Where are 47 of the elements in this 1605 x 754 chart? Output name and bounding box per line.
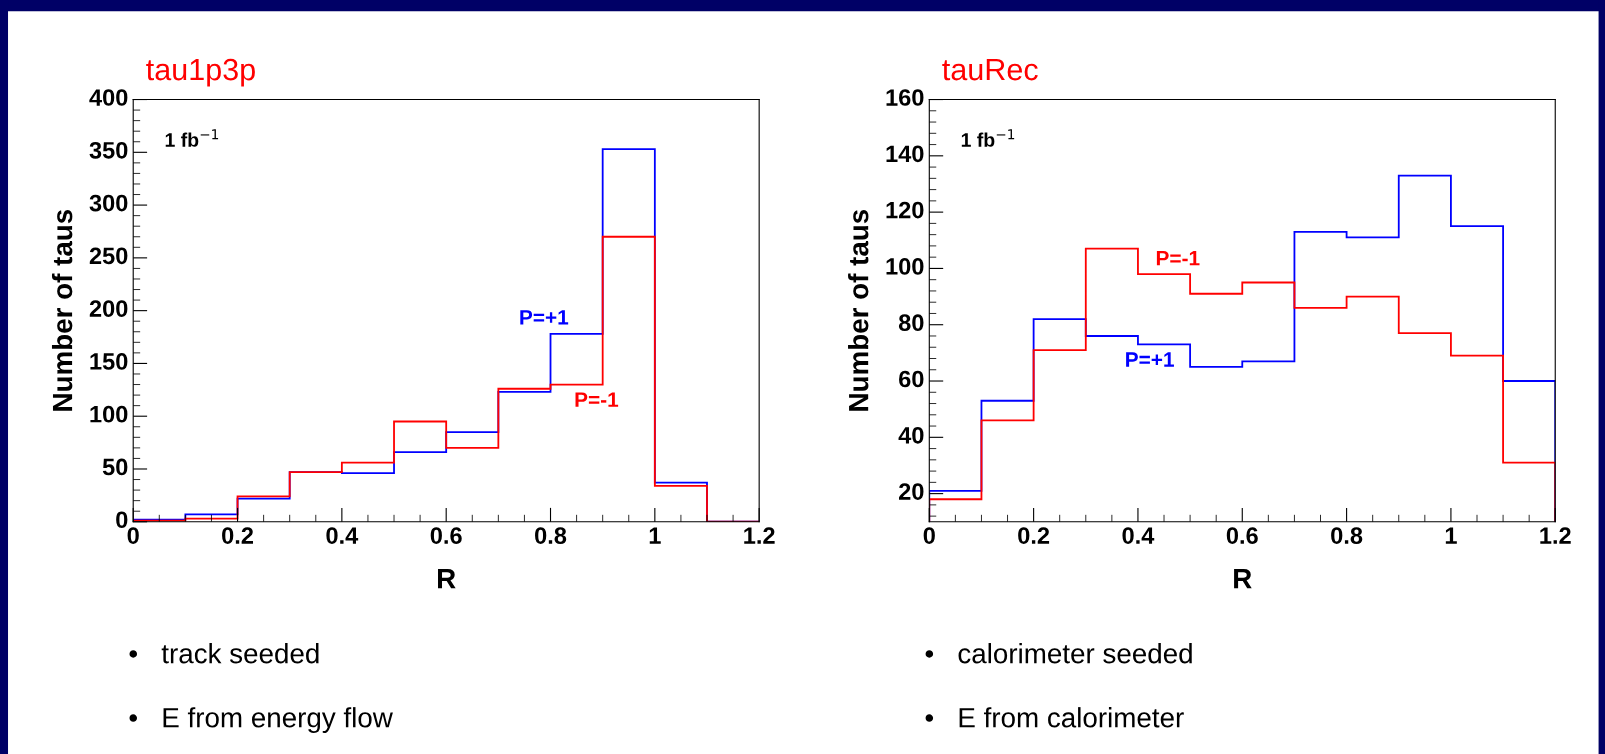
series-label: P=+1 [520, 310, 569, 325]
y-tick-label: 50 [102, 458, 128, 476]
y-tick-label: 250 [89, 247, 128, 265]
y-tick-label: 150 [90, 353, 128, 370]
y-tick-label: 0 [116, 511, 128, 529]
y-tick-label: 60 [899, 370, 924, 388]
y-axis-title: Number of taus [848, 209, 869, 411]
x-tick-label: 1.2 [744, 527, 775, 544]
x-axis-title: R [1234, 569, 1252, 589]
y-tick-label: 120 [886, 201, 924, 219]
x-axis-title: R [438, 569, 456, 589]
text: • E from calorimeter [925, 707, 1184, 728]
x-tick-label: 0 [127, 527, 139, 544]
x-tick-label: 0.8 [1331, 527, 1363, 544]
x-tick-label: 0.6 [1226, 527, 1258, 544]
text: • track seeded [129, 643, 319, 664]
text: • calorimeter seeded [925, 643, 1192, 664]
y-tick-label: 350 [89, 141, 128, 159]
x-tick-label: 0.8 [535, 527, 567, 544]
y-axis-title: Number of taus [51, 209, 73, 411]
annotation: 1 fb$^{−1}$ [961, 129, 1015, 147]
x-tick-label: 1.2 [1540, 527, 1571, 544]
y-tick-label: 200 [89, 300, 128, 317]
x-tick-label: 0 [923, 527, 935, 544]
text: • E from energy flow [129, 707, 393, 734]
y-tick-label: 100 [886, 258, 924, 275]
annotation: 1 fb$^{−1}$ [165, 129, 219, 147]
y-tick-label: 400 [89, 89, 128, 106]
x-tick-label: 0.6 [430, 527, 462, 544]
y-tick-label: 100 [90, 405, 128, 423]
y-tick-label: 20 [898, 483, 924, 500]
x-tick-label: 0.4 [326, 527, 359, 544]
y-tick-label: 140 [886, 145, 924, 163]
x-tick-label: 0.2 [222, 527, 254, 544]
series-label: P=-1 [1156, 251, 1200, 266]
chart-title: tauRec [942, 59, 1038, 81]
x-tick-label: 1 [649, 527, 661, 544]
y-tick-label: 80 [898, 314, 924, 332]
y-tick-label: 160 [886, 89, 924, 106]
x-tick-label: 0.2 [1018, 527, 1050, 544]
x-tick-label: 1 [1445, 527, 1457, 544]
x-tick-label: 0.4 [1122, 527, 1155, 544]
series-label: P=-1 [575, 392, 619, 407]
y-tick-label: 40 [898, 426, 924, 444]
series-label: P=+1 [1126, 352, 1174, 367]
chart-title: tau1p3p [146, 58, 255, 87]
y-tick-label: 300 [89, 194, 128, 212]
